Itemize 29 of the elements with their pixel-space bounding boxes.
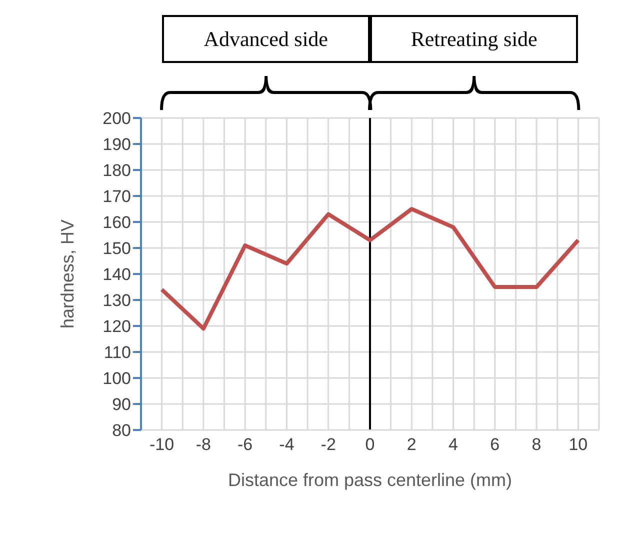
y-tick-label: 120 bbox=[102, 317, 131, 336]
y-tick-label: 140 bbox=[102, 265, 131, 284]
x-tick-label: 10 bbox=[568, 435, 588, 454]
y-tick-label: 150 bbox=[102, 239, 131, 258]
x-tick-label: 6 bbox=[490, 435, 500, 454]
text: Retreating side bbox=[370, 15, 578, 63]
y-tick-label: 110 bbox=[104, 343, 131, 362]
y-tick-label: 100 bbox=[102, 369, 131, 388]
y-tick-label: 80 bbox=[112, 421, 131, 440]
y-tick-label: 160 bbox=[102, 213, 131, 232]
y-tick-label: 190 bbox=[102, 135, 131, 154]
y-tick-label: 90 bbox=[112, 395, 131, 414]
x-tick-label: 8 bbox=[532, 435, 542, 454]
y-tick-label: 180 bbox=[102, 161, 131, 180]
y-tick-label: 200 bbox=[102, 109, 131, 128]
x-tick-label: -8 bbox=[196, 435, 212, 454]
x-tick-label: -2 bbox=[320, 435, 336, 454]
x-axis-title: Distance from pass centerline (mm) bbox=[228, 470, 512, 490]
x-tick-label: -10 bbox=[150, 435, 174, 454]
x-tick-label: -6 bbox=[238, 435, 253, 454]
text: Advanced side bbox=[162, 15, 370, 63]
x-tick-label: 4 bbox=[448, 435, 458, 454]
y-axis-title: hardness, HV bbox=[57, 219, 78, 329]
y-tick-label: 130 bbox=[102, 291, 131, 310]
x-tick-label: 0 bbox=[365, 435, 375, 454]
line-series bbox=[160, 207, 580, 331]
x-tick-label: -4 bbox=[279, 435, 294, 454]
x-tick-label: 2 bbox=[406, 435, 416, 454]
y-tick-label: 170 bbox=[102, 187, 131, 206]
